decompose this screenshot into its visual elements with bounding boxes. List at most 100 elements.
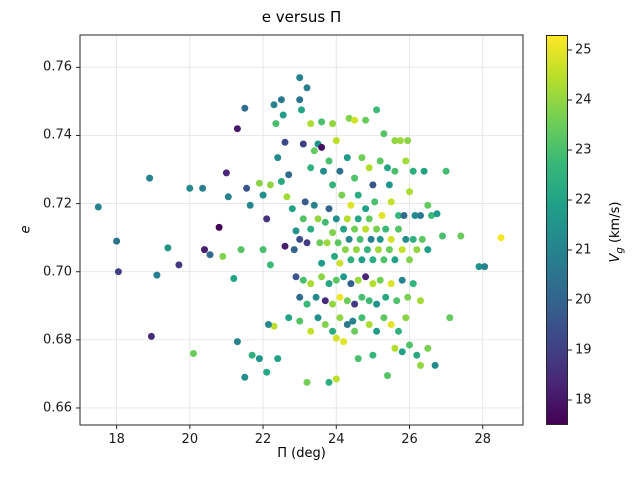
scatter-point [281, 242, 289, 250]
scatter-point [314, 215, 322, 223]
scatter-point [259, 191, 267, 199]
scatter-point [255, 179, 263, 187]
scatter-point [446, 314, 454, 322]
axes-spines [79, 34, 524, 426]
scatter-point [369, 351, 377, 359]
x-tick-label: 26 [401, 432, 418, 447]
scatter-point [365, 215, 373, 223]
scatter-point [354, 276, 362, 284]
scatter-point [233, 125, 241, 133]
scatter-point [321, 321, 329, 328]
scatter-point [362, 116, 370, 124]
scatter-point [358, 314, 366, 322]
scatter-point [206, 251, 214, 259]
scatter-point [413, 246, 421, 254]
scatter-point [349, 317, 357, 325]
scatter-point [384, 372, 391, 380]
scatter-point [358, 256, 366, 264]
scatter-point [237, 246, 245, 254]
scatter-point [354, 191, 362, 199]
scatter-point [404, 293, 412, 301]
y-tick-label: 0.70 [43, 264, 72, 280]
scatter-point [424, 246, 432, 254]
scatter-point [380, 130, 388, 138]
scatter-point [310, 147, 318, 155]
scatter-point [382, 225, 390, 233]
scatter-point [347, 201, 355, 209]
scatter-point [336, 293, 344, 301]
scatter-point [374, 246, 382, 254]
scatter-point [400, 212, 408, 219]
scatter-point [272, 120, 280, 128]
scatter-point [345, 114, 353, 122]
scatter-point [329, 229, 337, 237]
y-tick-label: 0.76 [43, 59, 72, 75]
scatter-point [391, 137, 399, 145]
scatter-point [290, 246, 298, 254]
scatter-point [219, 252, 227, 260]
scatter-point [373, 327, 381, 335]
scatter-point [345, 235, 353, 243]
scatter-point [433, 210, 441, 218]
scatter-point [341, 246, 349, 254]
scatter-point [246, 201, 254, 209]
scatter-point [296, 235, 304, 243]
scatter-point [393, 297, 401, 305]
colorbar [546, 35, 568, 425]
scatter-point [222, 169, 230, 177]
scatter-point [164, 244, 172, 252]
scatter-point [321, 218, 329, 226]
y-tick-label: 0.68 [43, 332, 72, 348]
scatter-point [230, 275, 238, 282]
scatter-point [332, 334, 340, 342]
scatter-point [343, 321, 351, 328]
scatter-point [420, 167, 428, 175]
scatter-point [336, 259, 344, 267]
scatter-point [343, 215, 351, 223]
scatter-point [417, 212, 424, 219]
scatter-point [265, 321, 272, 328]
scatter-point [371, 198, 379, 206]
scatter-point [358, 154, 366, 162]
scatter-point [266, 181, 274, 189]
scatter-point [376, 235, 384, 243]
scatter-point [354, 215, 362, 223]
colorbar-tick-label: 19 [575, 342, 592, 358]
scatter-point [288, 205, 296, 213]
scatter-point [318, 259, 326, 267]
scatter-point [380, 256, 388, 264]
scatter-point [373, 225, 381, 233]
x-tick-label: 28 [474, 432, 491, 447]
scatter-point [296, 74, 304, 82]
scatter-point [248, 351, 256, 359]
scatter-point [409, 235, 417, 243]
y-tick-label: 0.66 [43, 400, 72, 416]
colorbar-tick-label: 25 [575, 42, 592, 58]
scatter-point [404, 137, 412, 145]
scatter-point [395, 225, 402, 233]
scatter-point [424, 344, 432, 352]
scatter-point [274, 154, 282, 162]
chart-title: e versus Π [261, 8, 342, 26]
scatter-point [351, 300, 359, 308]
scatter-point [398, 246, 406, 254]
scatter-point [279, 111, 287, 119]
colorbar-tick-label: 20 [575, 292, 592, 308]
scatter-point [255, 355, 263, 363]
scatter-point [325, 205, 333, 213]
scatter-point [329, 300, 337, 308]
scatter-point [373, 300, 381, 308]
scatter-point [409, 167, 417, 175]
scatter-point [241, 373, 249, 381]
scatter-point [303, 84, 311, 92]
scatter-point [413, 351, 421, 359]
scatter-point [406, 256, 413, 264]
scatter-point [402, 235, 410, 243]
scatter-point [481, 263, 489, 271]
scatter-point [215, 223, 223, 231]
scatter-point [301, 198, 309, 206]
scatter-point [243, 184, 251, 192]
scatter-point [325, 280, 333, 288]
scatter-point [303, 239, 311, 247]
scatter-point [329, 120, 337, 128]
